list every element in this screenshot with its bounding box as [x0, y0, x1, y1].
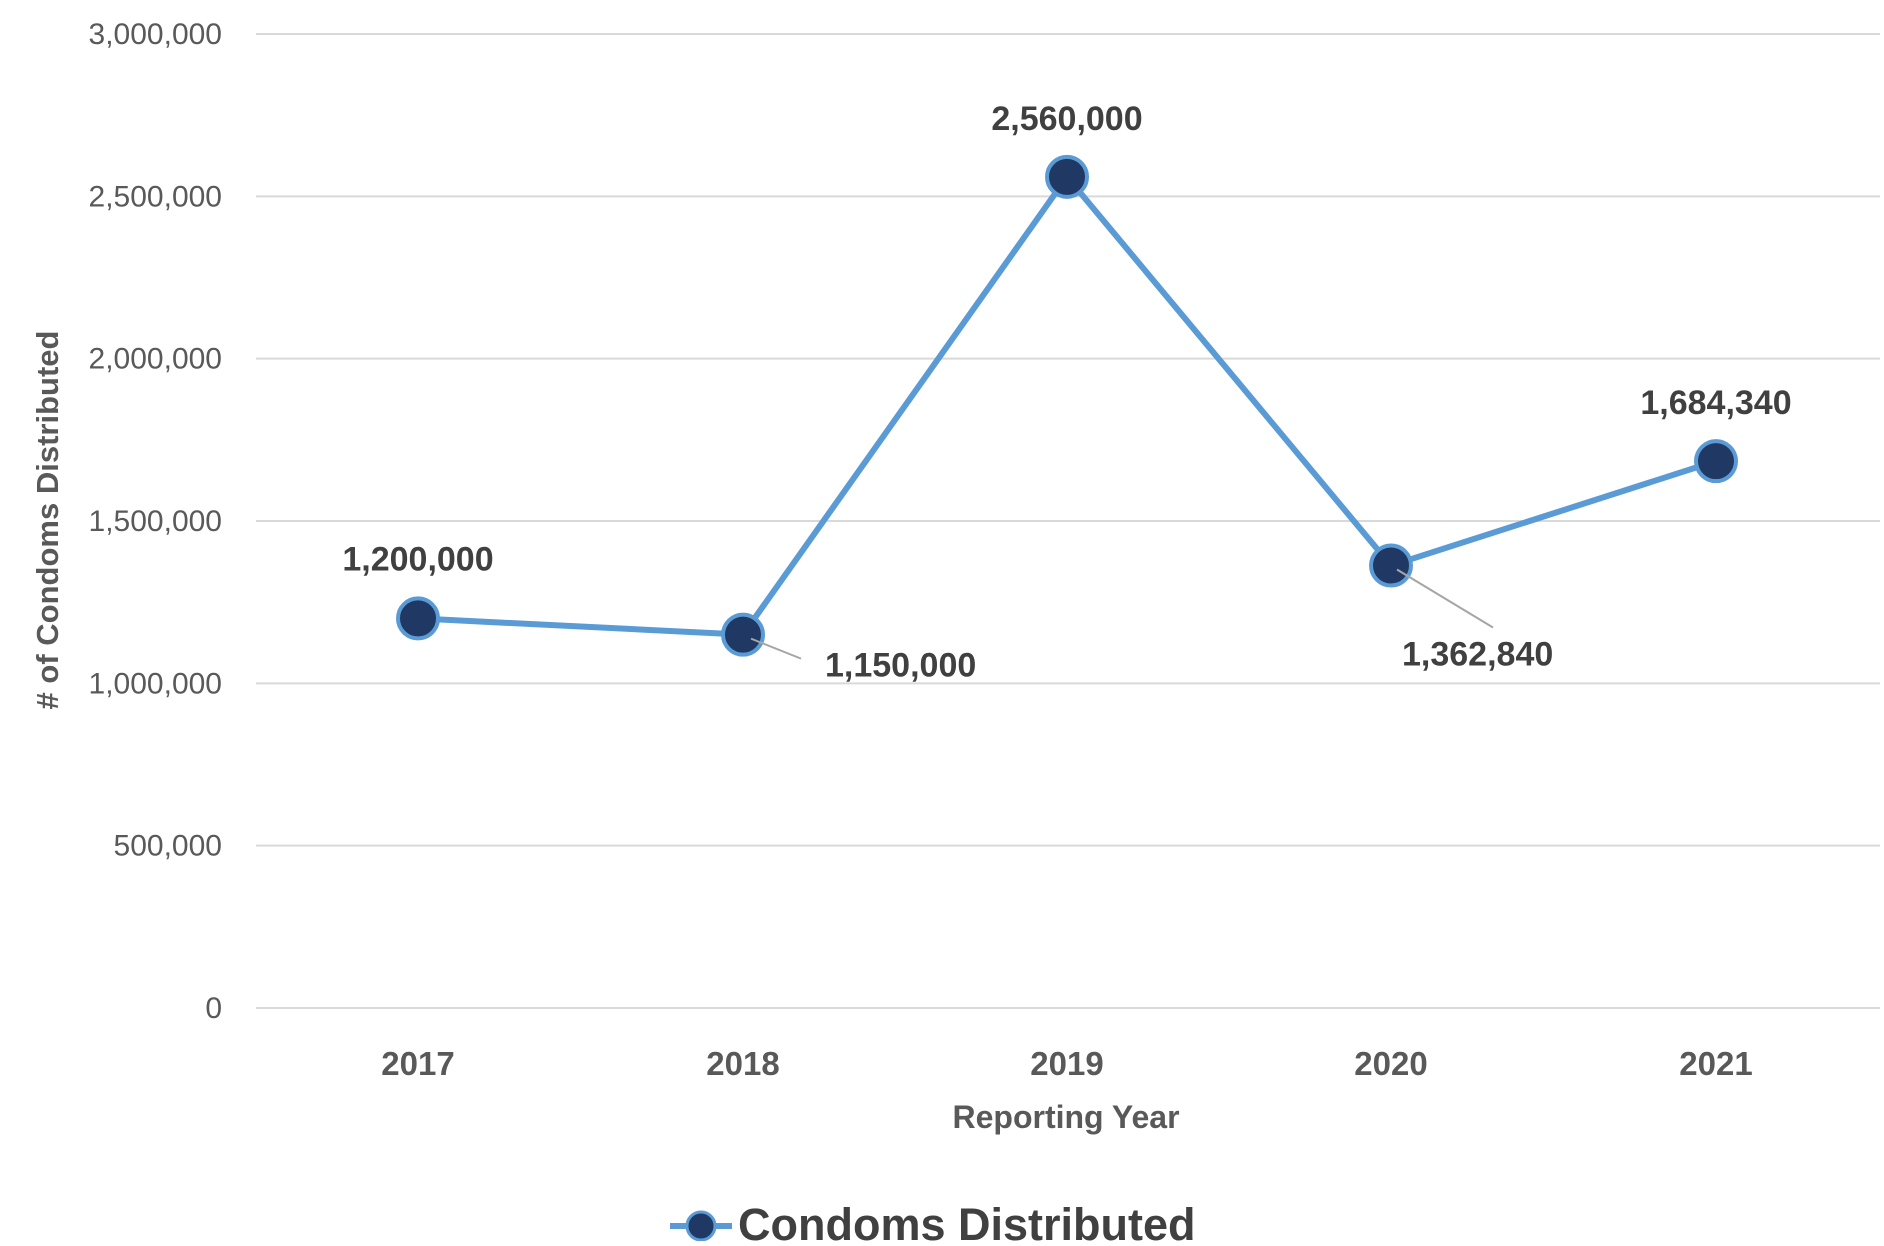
data-point-marker — [1369, 543, 1413, 588]
data-label: 1,684,340 — [1640, 384, 1791, 422]
data-label: 1,362,840 — [1402, 636, 1553, 674]
legend-label: Condoms Distributed — [738, 1199, 1196, 1241]
x-axis-title: Reporting Year — [952, 1099, 1179, 1135]
y-axis-title: # of Condoms Distributed — [30, 331, 65, 710]
x-tick-label: 2019 — [1030, 1045, 1103, 1082]
y-tick-label: 2,500,000 — [89, 180, 222, 213]
data-point-marker — [1694, 439, 1738, 484]
series-layer — [396, 154, 1738, 657]
x-axis-ticks: 2017 2018 2019 2020 2021 — [381, 1045, 1752, 1082]
x-tick-label: 2018 — [706, 1045, 779, 1082]
data-label-leader-line — [750, 637, 802, 660]
x-tick-label: 2020 — [1354, 1045, 1427, 1082]
x-tick-label: 2017 — [381, 1045, 454, 1082]
y-tick-label: 1,000,000 — [89, 667, 222, 700]
data-point-marker — [721, 612, 765, 657]
y-tick-label: 500,000 — [114, 830, 222, 863]
data-point-marker — [1045, 154, 1089, 199]
y-tick-label: 1,500,000 — [89, 505, 222, 538]
data-label: 2,560,000 — [991, 100, 1142, 138]
y-tick-label: 3,000,000 — [89, 18, 222, 51]
data-label: 1,200,000 — [342, 540, 493, 578]
y-axis-ticks: 0 500,000 1,000,000 1,500,000 2,000,000 2,500… — [89, 18, 222, 1025]
data-label-layer: 1,200,000 1,150,000 2,560,000 1,362,840 1,68… — [342, 100, 1791, 685]
data-label-leader-line — [1396, 568, 1494, 629]
series-line — [415, 173, 1719, 638]
y-tick-label: 2,000,000 — [89, 343, 222, 376]
data-label: 1,150,000 — [825, 647, 976, 685]
data-point-marker — [396, 596, 440, 641]
legend: Condoms Distributed — [670, 1199, 1196, 1246]
y-tick-label: 0 — [205, 992, 222, 1025]
x-tick-label: 2021 — [1679, 1045, 1752, 1082]
legend-marker-swatch — [685, 1210, 717, 1242]
